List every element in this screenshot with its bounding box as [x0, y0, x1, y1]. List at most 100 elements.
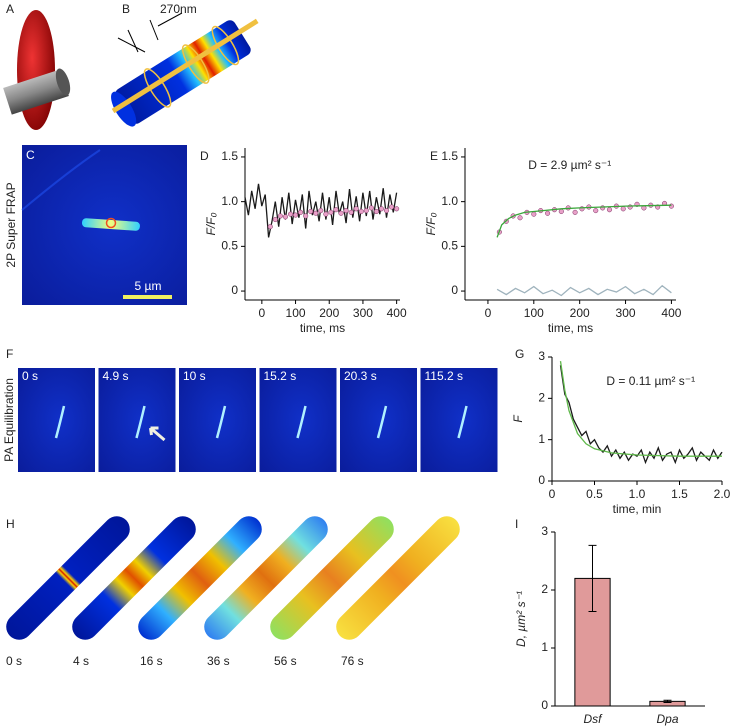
time-label: 4 s — [73, 654, 89, 668]
cylinder-body — [72, 516, 196, 640]
x-tick-label: 400 — [387, 306, 407, 320]
time-label: 0 s — [6, 654, 22, 668]
filament — [135, 405, 146, 439]
image-frame — [340, 368, 417, 472]
marker — [394, 206, 400, 212]
marker — [358, 208, 364, 215]
marker — [363, 208, 369, 214]
marker — [373, 208, 379, 215]
x-tick-label: 0.5 — [586, 487, 603, 501]
time-label: 16 s — [140, 654, 163, 668]
marker — [298, 209, 304, 215]
time-label: 4.9 s — [103, 369, 129, 383]
marker — [593, 208, 599, 214]
cylinder — [138, 516, 262, 640]
image-frame — [98, 368, 176, 472]
y-tick-label: 0.5 — [441, 239, 458, 253]
cylinder — [72, 516, 196, 640]
y-tick-label: 0 — [451, 283, 458, 297]
x-tick-label: 300 — [616, 306, 636, 320]
marker — [272, 216, 278, 223]
marker — [545, 210, 551, 216]
image-frame — [18, 368, 95, 472]
marker — [353, 206, 359, 212]
arrow — [149, 426, 166, 442]
cylinder — [204, 516, 328, 640]
cylinder-body — [138, 516, 262, 640]
y-axis-label: F/F₀ — [424, 212, 438, 235]
x-tick-label: 0 — [485, 306, 492, 320]
marker — [668, 203, 674, 209]
marker — [378, 206, 385, 212]
annotation: D = 0.11 µm² s⁻¹ — [606, 374, 695, 388]
marker — [318, 208, 324, 214]
time-label: 56 s — [274, 654, 297, 668]
x-axis-label: time, ms — [548, 321, 593, 335]
y-tick-label: 3 — [541, 524, 548, 538]
line — [244, 183, 398, 238]
marker — [517, 215, 523, 221]
marker — [338, 210, 344, 216]
cylinder — [336, 516, 460, 640]
x-tick-label: 400 — [661, 306, 681, 320]
marker — [282, 214, 288, 220]
line — [559, 361, 722, 457]
panel-label: C — [26, 148, 35, 162]
y-tick-label: 2 — [538, 391, 545, 405]
y-tick-label: 0 — [538, 473, 545, 487]
x-axis-label: time, ms — [300, 321, 345, 335]
panel-label: F — [6, 347, 13, 361]
marker — [292, 212, 299, 218]
cylinder-body — [204, 516, 328, 640]
x-tick-label: 300 — [353, 306, 373, 320]
side-label: 2P Super FRAP — [4, 182, 18, 267]
time-label: 76 s — [341, 654, 364, 668]
cylinder-body — [270, 516, 394, 640]
y-tick-label: 2 — [541, 582, 548, 596]
x-tick-label: 0 — [259, 306, 266, 320]
image-frame — [259, 368, 337, 472]
marker — [323, 211, 329, 217]
illustration-a — [3, 10, 71, 130]
time-label: 20.3 s — [344, 369, 377, 383]
marker — [383, 208, 390, 214]
error-bar — [663, 699, 672, 704]
cylinder-body — [336, 516, 460, 640]
image-frame — [420, 368, 498, 472]
image-f — [18, 368, 498, 472]
y-tick-label: 1 — [541, 640, 548, 654]
marker — [572, 209, 578, 215]
x-tick-label: 200 — [570, 306, 590, 320]
marker — [267, 224, 273, 230]
y-tick-label: 3 — [538, 349, 545, 363]
marker — [343, 208, 349, 214]
marker — [389, 204, 395, 210]
marker — [313, 210, 319, 216]
y-tick-label: 0.5 — [221, 239, 238, 253]
y-tick-label: 0 — [231, 283, 238, 297]
marker — [333, 207, 339, 213]
cylinder — [270, 516, 394, 640]
x-tick-label: 200 — [319, 306, 339, 320]
filament — [215, 405, 227, 439]
marker — [558, 208, 564, 215]
filament — [457, 405, 468, 439]
x-axis-label: time, min — [613, 502, 662, 516]
panel-label: A — [6, 2, 14, 16]
marker — [308, 208, 314, 215]
error-bar — [588, 544, 597, 612]
panel-label: I — [515, 517, 518, 531]
y-tick-label: 1.5 — [221, 149, 238, 163]
image-frame — [179, 368, 256, 472]
time-label: 15.2 s — [264, 369, 297, 383]
marker — [368, 205, 374, 211]
panel-label: G — [515, 347, 524, 361]
marker — [531, 211, 537, 217]
y-tick-label: 1.5 — [441, 149, 458, 163]
marker — [328, 209, 334, 215]
x-tick-label: 0 — [549, 487, 556, 501]
time-label: 0 s — [22, 369, 38, 383]
y-tick-label: 1.0 — [441, 194, 458, 208]
x-tick-label: 1.5 — [671, 487, 688, 501]
